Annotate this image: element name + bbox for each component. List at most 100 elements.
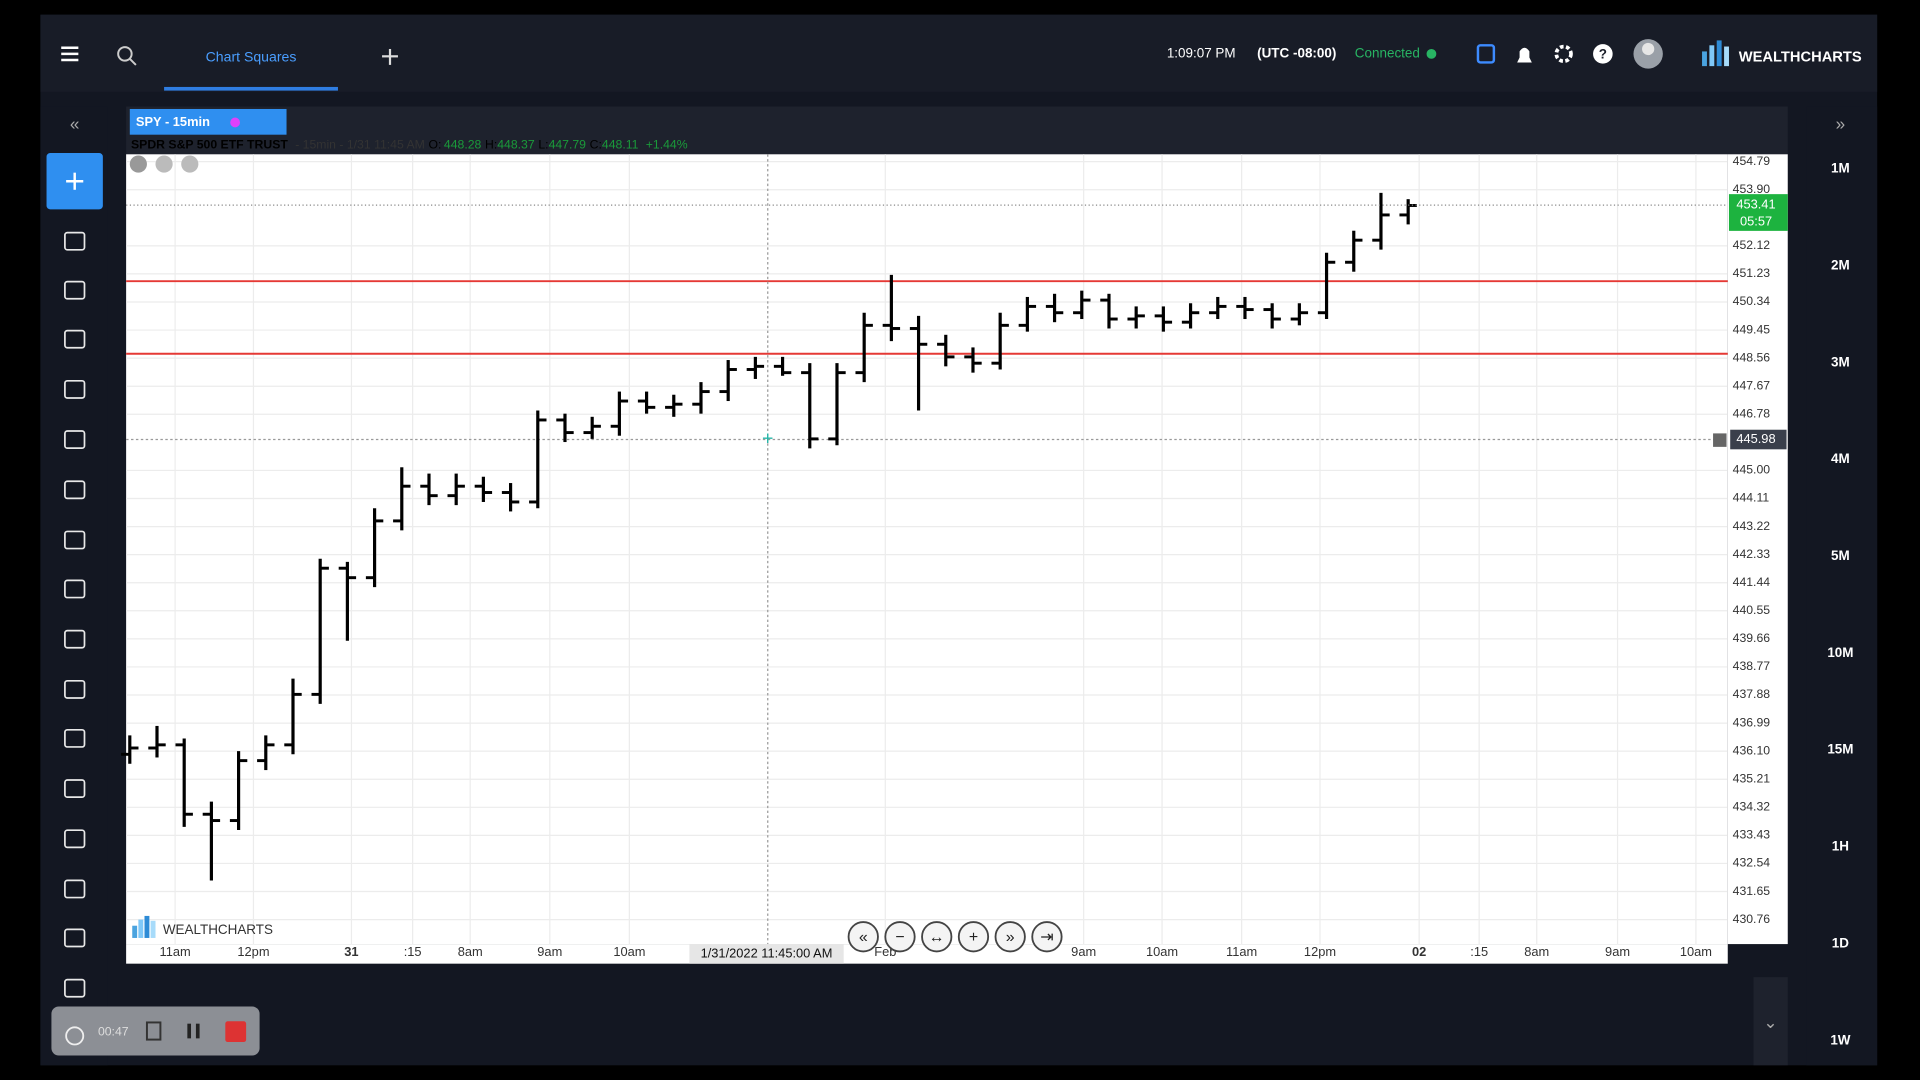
open-value: 448.28 (444, 138, 482, 152)
x-tick-label: 11am (160, 944, 191, 959)
interval-button[interactable]: 1D (1832, 935, 1849, 950)
tool-icon (64, 928, 86, 948)
nav-button[interactable] (884, 921, 916, 953)
nav-button[interactable] (1031, 921, 1063, 953)
tool-button[interactable] (64, 978, 86, 998)
bar-countdown: 05:57 (1740, 214, 1772, 229)
price-bar (1045, 293, 1064, 323)
recorder-elapsed: 00:47 (98, 1024, 129, 1038)
x-tick-label: 10am (613, 944, 645, 959)
tool-icon (64, 231, 86, 251)
add-alert-button[interactable] (1713, 433, 1727, 447)
price-bar (855, 312, 873, 383)
tool-icon (64, 779, 86, 798)
tool-button[interactable] (64, 629, 86, 649)
price-bar (1317, 252, 1336, 320)
nav-icon: « (859, 929, 868, 946)
tool-button[interactable] (64, 430, 86, 450)
nav-button[interactable] (847, 921, 879, 953)
tool-button[interactable] (64, 579, 86, 599)
connection-status: Connected (1355, 45, 1420, 60)
interval-button[interactable]: 1W (1830, 1032, 1850, 1047)
crosshair-price-box (1730, 429, 1787, 450)
y-tick-label: 447.67 (1733, 378, 1771, 392)
chart-header (126, 106, 1788, 155)
tool-button[interactable] (64, 231, 86, 251)
last-price-box (1728, 194, 1788, 231)
recorder-widget (51, 1006, 260, 1056)
scroll-down[interactable]: ⌄ (1763, 1012, 1777, 1032)
instrument-info: SPDR S&P 500 ETF TRUST - 15min - 1/31 11:… (131, 138, 688, 152)
recorder-pause[interactable] (195, 1023, 200, 1039)
interval-button[interactable]: 4M (1831, 451, 1850, 466)
interval-button[interactable]: 1M (1831, 161, 1850, 176)
tool-button[interactable] (64, 829, 86, 849)
tool-button[interactable] (64, 779, 86, 798)
chart-controls (129, 155, 199, 173)
y-tick-label: 430.76 (1733, 912, 1771, 926)
tool-button[interactable] (64, 280, 86, 300)
collapse-button[interactable] (155, 155, 173, 173)
avatar-head (1642, 42, 1655, 56)
tool-button[interactable] (64, 879, 86, 899)
y-tick-label: 449.45 (1733, 322, 1771, 336)
help-button[interactable] (1593, 44, 1613, 64)
menu-button[interactable] (61, 46, 79, 62)
price-bar (447, 473, 465, 506)
recorder-camera[interactable] (65, 1026, 85, 1046)
recorder-pause[interactable] (187, 1023, 192, 1039)
tool-button[interactable] (64, 679, 86, 699)
interval-button[interactable]: 10M (1827, 645, 1853, 660)
y-tick-label: 442.33 (1733, 547, 1771, 561)
y-tick-label: 452.12 (1733, 238, 1771, 252)
tool-button[interactable] (64, 329, 86, 349)
price-bar (148, 725, 166, 758)
interval-button[interactable]: 5M (1831, 548, 1850, 563)
collapse-toolbar[interactable]: « (70, 113, 80, 133)
layout-tab[interactable]: Chart Squares (206, 48, 297, 64)
interval-button[interactable]: 2M (1831, 257, 1850, 272)
hide-button[interactable] (129, 155, 147, 173)
tool-icon (64, 530, 86, 550)
nav-icon: − (895, 929, 904, 946)
expand-panel[interactable]: » (1836, 113, 1846, 133)
tool-icon (64, 978, 86, 998)
logo-bar (138, 919, 144, 938)
price-bar (1073, 290, 1091, 320)
recorder-delete[interactable] (145, 1021, 162, 1041)
nav-button[interactable] (994, 921, 1026, 953)
recorder-stop[interactable] (225, 1021, 247, 1043)
timezone[interactable]: (UTC -08:00) (1257, 45, 1336, 60)
interval-button[interactable]: 15M (1827, 742, 1853, 757)
help-icon: ? (1599, 47, 1607, 62)
save-button[interactable] (1476, 44, 1496, 64)
notifications-button[interactable] (1517, 47, 1532, 63)
nav-button[interactable] (957, 921, 990, 953)
tool-button[interactable] (64, 728, 86, 748)
brand-name: WEALTHCHARTS (1739, 49, 1862, 65)
tool-button[interactable] (64, 530, 86, 550)
status-dot (1426, 48, 1437, 59)
tool-button[interactable] (64, 379, 86, 399)
watermark: WEALTHCHARTS (163, 922, 273, 937)
y-tick-label: 454.79 (1733, 154, 1771, 168)
interval-button[interactable]: 1H (1832, 839, 1849, 854)
y-tick-label: 450.34 (1733, 294, 1771, 308)
tool-button[interactable] (64, 928, 86, 948)
tool-button[interactable] (64, 480, 86, 500)
symbol-tab[interactable] (129, 108, 287, 135)
y-tick-label: 437.88 (1733, 687, 1771, 701)
x-tick-label: 31 (344, 944, 358, 959)
price-bar (909, 315, 928, 411)
price-bar (610, 391, 629, 436)
expand-button[interactable] (181, 155, 199, 173)
search-button[interactable] (117, 46, 137, 66)
nav-button[interactable] (921, 921, 953, 953)
settings-button[interactable] (1554, 44, 1573, 64)
open-label: O: (429, 138, 442, 152)
tool-icon (64, 728, 86, 748)
add-tab-button[interactable] (382, 48, 398, 65)
change-value: +1.44% (646, 138, 688, 152)
interval-button[interactable]: 3M (1831, 354, 1850, 369)
